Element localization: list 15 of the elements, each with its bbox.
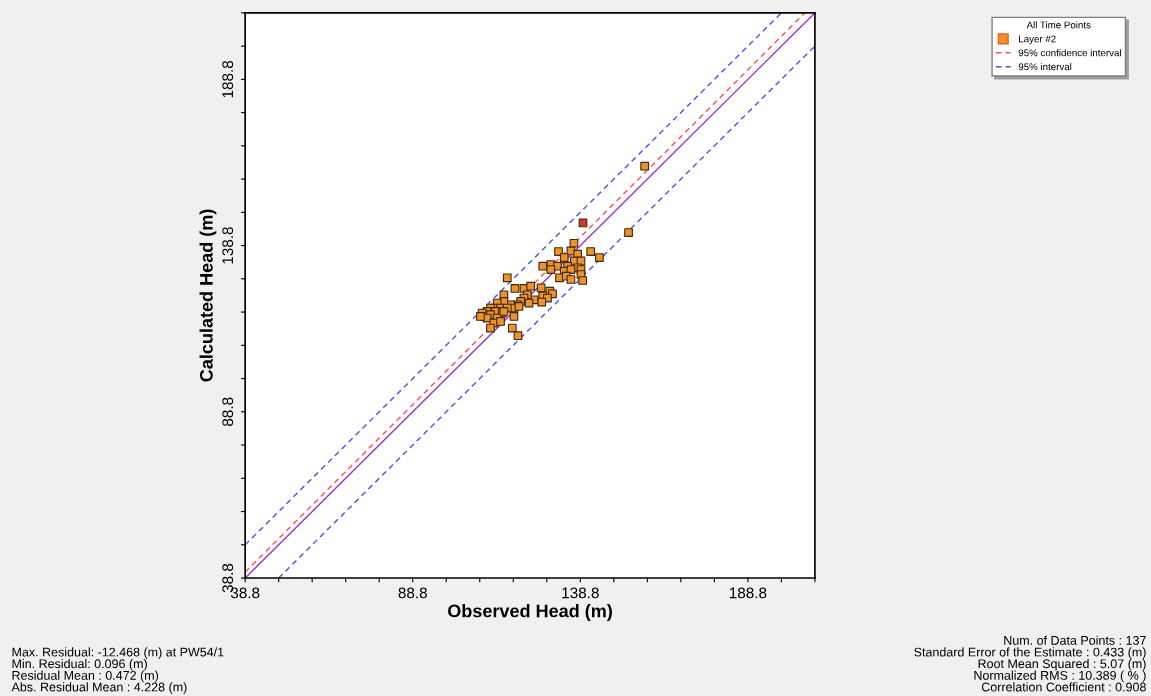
text: Num. of Data Points : 137 Standard Error of the Estimate : 0.433 (m) Root Mean Squared : 5.07 (m) Normalized RMS : 10.389 ( % ) Correlation Coefficient : 0.908: [914, 635, 1146, 692]
x-tick-label: 188.8: [729, 587, 767, 599]
y-axis-title: Calculated Head (m): [199, 209, 217, 382]
legend-label: Layer #2: [1019, 35, 1056, 45]
x-axis-title: Observed Head (m): [448, 604, 612, 621]
legend-title: All Time Points: [1026, 21, 1091, 29]
text: Max. Residual: -12.468 (m) at PW54/1 Min. Residual: 0.096 (m) Residual Mean : 0.472 (m) Abs. Residual Mean : 4.228 (m): [11, 647, 224, 694]
y-tick-label: 138.8: [222, 227, 234, 264]
x-tick-label: 138.8: [562, 587, 599, 599]
x-tick-label: 88.8: [398, 587, 427, 599]
legend-label: 95% confidence interval: [1018, 49, 1121, 57]
x-tick-label: 38.8: [230, 587, 260, 599]
legend-label: 95% interval: [1018, 63, 1072, 71]
y-tick-label: 188.8: [222, 60, 234, 98]
y-tick-label: 88.8: [222, 397, 234, 427]
